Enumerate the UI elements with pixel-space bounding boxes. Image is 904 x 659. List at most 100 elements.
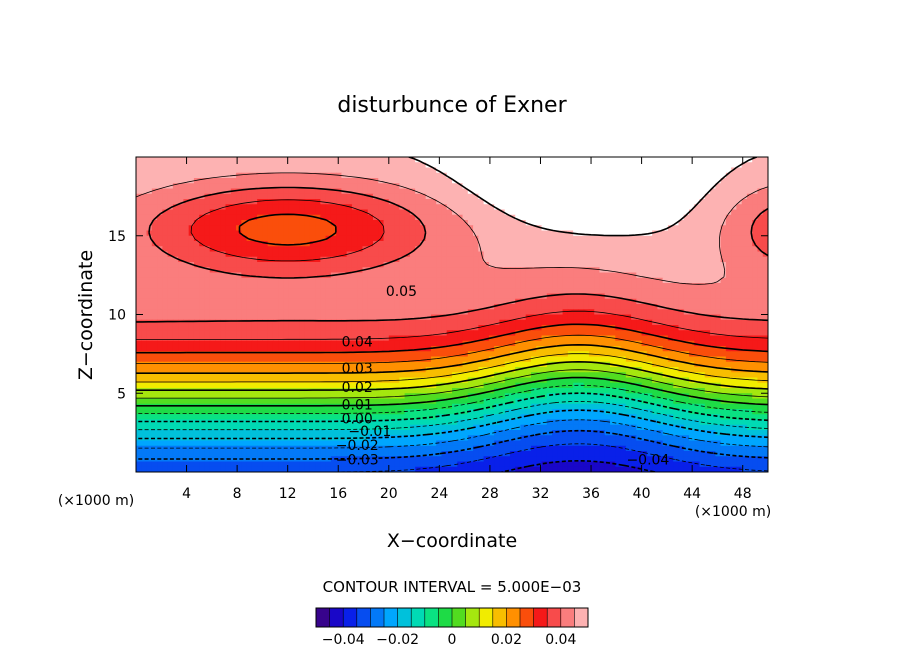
contour-cell: [325, 361, 332, 368]
contour-cell: [136, 361, 142, 368]
contour-cell: [494, 204, 500, 211]
contour-cell: [473, 351, 479, 358]
contour-cell: [541, 157, 548, 163]
contour-cell: [378, 230, 385, 237]
contour-cell: [346, 162, 353, 169]
contour-cell: [599, 293, 606, 300]
contour-cell: [336, 251, 342, 258]
contour-cell: [141, 235, 148, 242]
contour-cell: [199, 288, 206, 295]
contour-cell: [499, 346, 506, 352]
contour-cell: [136, 346, 142, 352]
contour-cell: [167, 178, 174, 184]
contour-cell: [715, 162, 722, 169]
contour-cell: [720, 267, 727, 274]
contour-cell: [420, 293, 427, 300]
contour-cell: [278, 162, 285, 169]
contour-cell: [531, 167, 537, 174]
contour-cell: [673, 172, 680, 179]
contour-cell: [473, 199, 479, 205]
contour-cell: [346, 298, 353, 305]
contour-cell: [283, 367, 290, 373]
contour-cell: [267, 230, 274, 237]
contour-cell: [657, 346, 664, 352]
contour-cell: [346, 262, 353, 268]
contour-cell: [762, 346, 768, 352]
contour-cell: [193, 330, 200, 337]
contour-cell: [394, 162, 400, 169]
contour-cell: [546, 230, 553, 237]
contour-cell: [441, 193, 448, 200]
contour-cell: [636, 183, 643, 190]
contour-cell: [599, 183, 606, 190]
contour-cell: [573, 283, 579, 289]
contour-cell: [446, 199, 453, 205]
contour-cell: [457, 330, 464, 337]
contour-cell: [351, 330, 358, 337]
contour-cell: [399, 340, 406, 347]
contour-cell: [404, 367, 411, 373]
contour-cell: [478, 314, 485, 321]
contour-cell: [504, 209, 511, 216]
contour-cell: [446, 209, 453, 216]
contour-cell: [704, 277, 711, 284]
contour-cell: [283, 272, 290, 279]
contour-cell: [720, 246, 727, 253]
contour-cell: [557, 172, 564, 179]
contour-cell: [662, 167, 669, 174]
contour-cell: [178, 325, 184, 331]
contour-cell: [710, 230, 716, 237]
contour-cell: [136, 199, 142, 205]
contour-cell: [715, 251, 722, 258]
contour-cell: [667, 220, 674, 226]
contour-cell: [267, 293, 274, 300]
contour-cell: [425, 183, 432, 190]
contour-cell: [536, 367, 543, 373]
contour-cell: [420, 262, 427, 268]
contour-cell: [646, 167, 653, 174]
contour-cell: [525, 214, 532, 221]
contour-cell: [299, 283, 306, 289]
contour-cell: [525, 330, 532, 337]
contour-cell: [267, 188, 274, 195]
contour-cell: [741, 267, 748, 274]
contour-cell: [388, 361, 395, 368]
contour-cell: [515, 209, 522, 216]
contour-cell: [336, 335, 342, 342]
contour-cell: [283, 178, 290, 184]
contour-cell: [509, 277, 516, 284]
contour-cell: [615, 230, 622, 237]
contour-cell: [220, 262, 227, 268]
contour-cell: [241, 246, 248, 253]
contour-cell: [457, 298, 464, 305]
contour-cell: [430, 367, 437, 373]
contour-cell: [704, 283, 711, 289]
contour-cell: [478, 367, 485, 373]
contour-cell: [678, 298, 685, 305]
contour-cell: [715, 367, 722, 373]
contour-cell: [567, 304, 574, 310]
contour-cell: [683, 162, 690, 169]
contour-cell: [452, 361, 458, 368]
contour-cell: [557, 319, 564, 326]
contour-cell: [494, 183, 500, 190]
contour-cell: [225, 330, 232, 337]
contour-cell: [478, 225, 485, 232]
contour-cell: [394, 325, 400, 331]
contour-cell: [599, 367, 606, 373]
contour-cell: [683, 183, 690, 190]
contour-cell: [536, 283, 543, 289]
contour-cell: [525, 298, 532, 305]
contour-cell: [278, 225, 285, 232]
contour-cell: [146, 209, 153, 216]
contour-cell: [246, 183, 253, 190]
contour-cell: [631, 167, 637, 174]
contour-cell: [562, 178, 569, 184]
contour-cell: [220, 193, 227, 200]
contour-cell: [362, 157, 369, 163]
contour-cell: [288, 167, 295, 174]
contour-cell: [462, 335, 469, 342]
contour-cell: [525, 251, 532, 258]
contour-cell: [315, 183, 321, 190]
contour-cell: [599, 272, 606, 279]
